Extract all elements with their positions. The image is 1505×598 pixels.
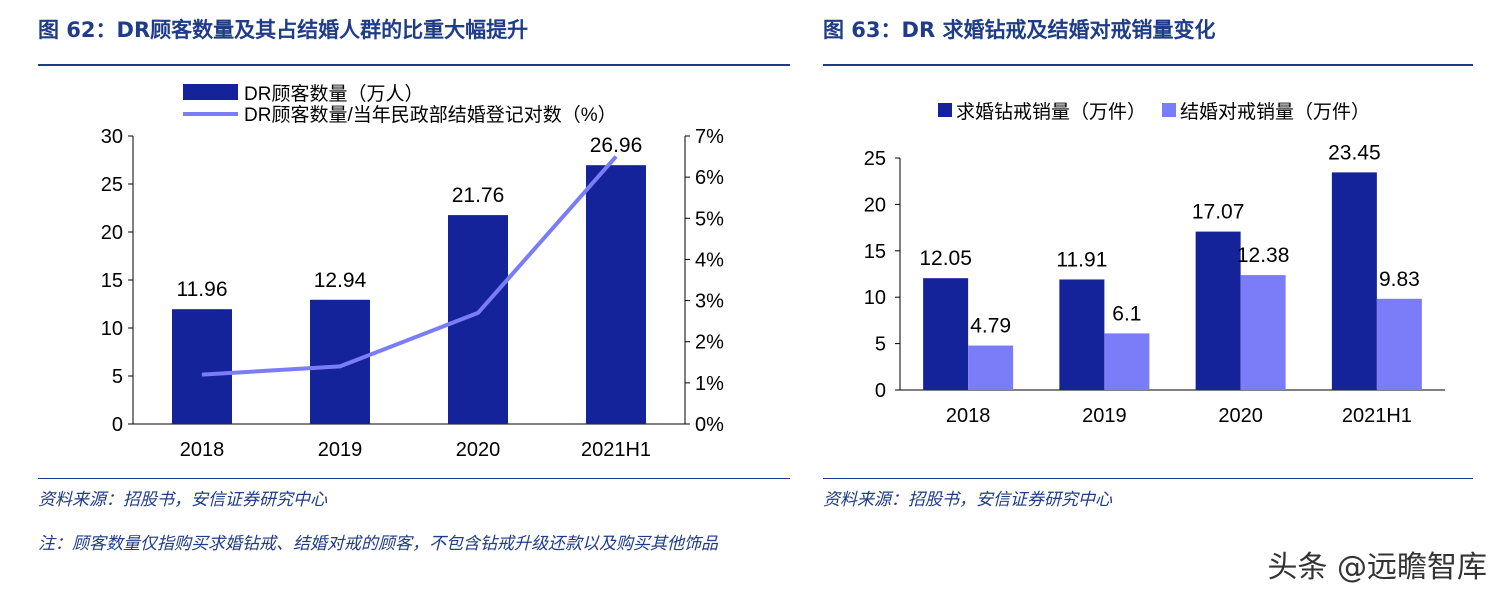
legend-label: DR顾客数量/当年民政部结婚登记对数（%）	[244, 104, 617, 126]
data-label: 26.96	[590, 134, 643, 157]
data-label: 11.96	[177, 278, 228, 301]
x-tick-label: 2020	[456, 439, 501, 461]
data-label: 12.05	[919, 247, 972, 270]
y-tick-label: 0	[875, 380, 886, 402]
y-tick-label: 5	[112, 366, 123, 388]
series-line	[201, 155, 618, 377]
bar	[172, 309, 232, 424]
x-tick-label: 2018	[180, 439, 225, 461]
y2-tick-label: 1%	[695, 373, 724, 395]
bar	[1195, 231, 1241, 390]
y2-tick-label: 4%	[695, 249, 724, 271]
data-label: 6.1	[1112, 302, 1141, 325]
y-tick-label: 30	[101, 126, 123, 148]
fig63-source: 资料来源：招股书，安信证券研究中心	[823, 490, 1112, 510]
line-point	[477, 312, 479, 314]
x-tick-label: 2018	[946, 405, 991, 427]
x-tick-label: 2019	[318, 439, 363, 461]
chart-fig62: 0 5 10 15 20 25 30 0% 1% 2% 3% 4% 5% 6% 7% 2018 11.96 201…	[101, 83, 724, 461]
line-point	[615, 156, 617, 158]
legend-label: DR顾客数量（万人）	[244, 83, 423, 105]
legend-swatch	[183, 84, 238, 100]
y2-tick-label: 0%	[695, 414, 724, 436]
y-tick-label: 20	[101, 222, 123, 244]
bar	[310, 299, 370, 424]
data-label: 12.94	[314, 269, 367, 292]
y-tick-label: 20	[864, 194, 886, 216]
y2-tick-label: 2%	[695, 332, 724, 354]
fig63-title: 图 63：DR 求婚钻戒及结婚对戒销量变化	[823, 18, 1216, 42]
data-label: 9.83	[1379, 268, 1420, 291]
fig62-title: 图 62：DR顾客数量及其占结婚人群的比重大幅提升	[38, 18, 529, 42]
line-point	[339, 365, 341, 367]
y-tick-label: 10	[864, 287, 886, 309]
data-label: 4.79	[970, 315, 1011, 338]
data-label: 23.45	[1328, 141, 1381, 164]
line-point	[201, 374, 203, 376]
x-tick-label: 2020	[1218, 405, 1263, 427]
y2-tick-label: 7%	[695, 126, 724, 148]
data-label: 17.07	[1192, 201, 1245, 224]
chart-fig63: 0 5 10 15 20 25 2018 12.05 4.79 2019 11.91 6.1 2020 1…	[864, 101, 1445, 427]
bar	[1376, 298, 1422, 390]
data-label: 21.76	[452, 184, 505, 207]
y-tick-label: 5	[875, 334, 886, 356]
data-label: 11.91	[1056, 248, 1107, 271]
y-tick-label: 25	[864, 148, 886, 170]
fig63-title-rule	[823, 64, 1473, 66]
y2-tick-label: 5%	[695, 208, 724, 230]
bar	[1331, 172, 1377, 390]
bar	[586, 165, 646, 424]
data-label: 12.38	[1237, 244, 1290, 267]
y2-tick-label: 3%	[695, 291, 724, 313]
x-tick-label: 2019	[1082, 405, 1127, 427]
y2-tick-label: 6%	[695, 167, 724, 189]
fig63-bottom-rule	[823, 478, 1473, 479]
legend-swatch	[1162, 103, 1176, 117]
legend-swatch	[938, 103, 952, 117]
y-tick-label: 15	[864, 241, 886, 263]
bar	[1104, 333, 1150, 390]
fig62-bottom-rule	[38, 478, 790, 479]
legend-label: 求婚钻戒销量（万件）	[956, 101, 1146, 123]
watermark: 头条 @远瞻智库	[1267, 550, 1487, 585]
fig62-source: 资料来源：招股书，安信证券研究中心	[38, 490, 327, 510]
x-tick-label: 2021H1	[581, 439, 651, 461]
y-tick-label: 25	[101, 174, 123, 196]
bar	[1240, 275, 1286, 390]
fig62-title-rule	[38, 64, 790, 66]
bar	[1059, 279, 1105, 390]
y-tick-label: 10	[101, 318, 123, 340]
bar	[968, 345, 1014, 390]
legend-label: 结婚对戒销量（万件）	[1180, 101, 1370, 123]
x-tick-label: 2021H1	[1342, 405, 1412, 427]
bar	[923, 278, 969, 390]
fig62-note: 注：顾客数量仅指购买求婚钻戒、结婚对戒的顾客，不包含钻戒升级还款以及购买其他饰品	[38, 534, 718, 554]
y-tick-label: 15	[101, 270, 123, 292]
y-tick-label: 0	[112, 414, 123, 436]
